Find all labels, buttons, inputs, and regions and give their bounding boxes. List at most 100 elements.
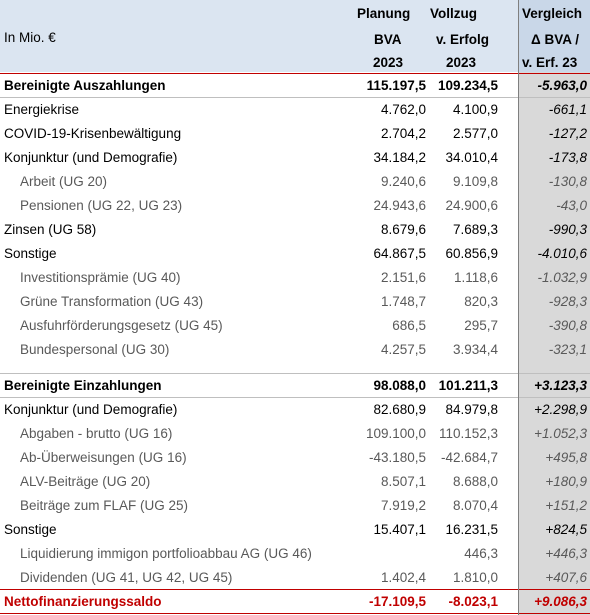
vollzug-value: 9.109,8 [452,174,498,189]
comparison-divider [518,0,519,615]
row-label: Konjunktur (und Demografie) [4,402,178,417]
delta-value: +9.086,3 [534,594,587,609]
row-label: Zinsen (UG 58) [4,222,97,237]
row-label: Sonstige [4,246,57,261]
vollzug-value: 24.900,6 [445,198,498,213]
vollzug-value: 84.979,8 [445,402,498,417]
table-row: Pensionen (UG 22, UG 23) 24.943,6 24.900,6… [0,194,590,218]
col1-header-line2: BVA [374,32,402,47]
delta-value: +495,8 [545,450,587,465]
section-rule [0,397,590,398]
vollzug-value: 3.934,4 [452,342,498,357]
delta-value: +446,3 [545,546,587,561]
total-rule-top [0,589,590,590]
delta-value: +824,5 [545,522,587,537]
table-row: Konjunktur (und Demografie) 34.184,2 34.01… [0,146,590,170]
table-row: Ab-Überweisungen (UG 16) -43.180,5 -42.684… [0,446,590,470]
section-gap-top [0,373,590,374]
delta-value: -127,2 [548,126,587,141]
vollzug-value: 1.810,0 [452,570,498,585]
table-row: COVID-19-Krisenbewältigung 2.704,2 2.577,0… [0,122,590,146]
delta-value: -5.963,0 [537,78,587,93]
bva-value: 2.151,6 [380,270,426,285]
delta-value: -928,3 [548,294,587,309]
row-label: Liquidierung immigon portfolioabbau AG (… [20,546,312,561]
vollzug-value: -42.684,7 [440,450,498,465]
bva-value: -17.109,5 [368,594,426,609]
bva-value: -43.180,5 [368,450,426,465]
header-rule [0,73,590,74]
table-row: Zinsen (UG 58) 8.679,6 7.689,3 -990,3 [0,218,590,242]
table-row: Bereinigte Auszahlungen 115.197,5 109.234,… [0,74,590,98]
bva-value: 686,5 [392,318,426,333]
table-row: Arbeit (UG 20) 9.240,6 9.109,8 -130,8 [0,170,590,194]
delta-value: +3.123,3 [534,378,587,393]
delta-value: -390,8 [548,318,587,333]
bva-value: 1.402,4 [380,570,426,585]
row-label: COVID-19-Krisenbewältigung [4,126,182,141]
vollzug-value: 295,7 [464,318,498,333]
table-row: Dividenden (UG 41, UG 42, UG 45) 1.402,4 1… [0,566,590,590]
row-label: Ab-Überweisungen (UG 16) [20,450,187,465]
col3-header-line2: Δ BVA / [531,32,579,47]
vollzug-value: 60.856,9 [445,246,498,261]
table-row: Ausfuhrförderungsgesetz (UG 45) 686,5 295,… [0,314,590,338]
row-label: Sonstige [4,522,57,537]
col3-header-line3: v. Erf. 23 [522,55,578,70]
vollzug-value: 4.100,9 [452,102,498,117]
comparison-column-bg [518,72,590,615]
delta-value: -43,0 [556,198,587,213]
bva-value: 1.748,7 [380,294,426,309]
vollzug-value: 446,3 [464,546,498,561]
row-label: Bereinigte Einzahlungen [4,378,162,393]
bva-value: 8.679,6 [380,222,426,237]
bva-value: 82.680,9 [373,402,426,417]
row-label: Bundespersonal (UG 30) [20,342,170,357]
bva-value: 15.407,1 [373,522,426,537]
comparison-header-bg [518,0,590,72]
col1-header-line3: 2023 [373,55,404,70]
total-rule-bottom [0,613,590,614]
bva-value: 115.197,5 [366,78,426,93]
delta-value: +180,9 [545,474,587,489]
bva-value: 2.704,2 [380,126,426,141]
bva-value: 34.184,2 [373,150,426,165]
table-row: Investitionsprämie (UG 40) 2.151,6 1.118,6… [0,266,590,290]
row-label: Ausfuhrförderungsgesetz (UG 45) [20,318,223,333]
bva-value: 7.919,2 [380,498,426,513]
delta-value: -173,8 [548,150,587,165]
vollzug-value: -8.023,1 [448,594,498,609]
row-label: Konjunktur (und Demografie) [4,150,178,165]
table-row: Abgaben - brutto (UG 16) 109.100,0 110.152… [0,422,590,446]
table-row: Bereinigte Einzahlungen 98.088,0 101.211,3… [0,374,590,398]
table-row: Liquidierung immigon portfolioabbau AG (… [0,542,590,566]
vollzug-value: 16.231,5 [445,522,498,537]
vollzug-value: 820,3 [464,294,498,309]
vollzug-value: 1.118,6 [453,270,498,285]
vollzug-value: 34.010,4 [445,150,498,165]
vollzug-value: 101.211,3 [438,378,498,393]
delta-value: +407,6 [545,570,587,585]
table-row: Beiträge zum FLAF (UG 25) 7.919,2 8.070,4 +… [0,494,590,518]
col2-header-line3: 2023 [446,55,477,70]
col1-header-line1: Planung [357,6,411,21]
table-row: Nettofinanzierungssaldo -17.109,5 -8.023,1… [0,590,590,614]
row-label: Arbeit (UG 20) [20,174,108,189]
table-row: Bundespersonal (UG 30) 4.257,5 3.934,4 -323… [0,338,590,362]
row-label: Beiträge zum FLAF (UG 25) [20,498,189,513]
delta-value: -990,3 [548,222,587,237]
vollzug-value: 8.070,4 [452,498,498,513]
vollzug-value: 8.688,0 [452,474,498,489]
vollzug-value: 110.152,3 [438,426,498,441]
delta-value: -130,8 [548,174,587,189]
col2-header-line2: v. Erfolg [436,32,490,47]
delta-value: +2.298,9 [534,402,587,417]
row-label: Dividenden (UG 41, UG 42, UG 45) [20,570,233,585]
table-row: Sonstige 15.407,1 16.231,5 +824,5 [0,518,590,542]
table-row: Energiekrise 4.762,0 4.100,9 -661,1 [0,98,590,122]
table-row: Sonstige 64.867,5 60.856,9 -4.010,6 [0,242,590,266]
vollzug-value: 7.689,3 [452,222,498,237]
vollzug-value: 109.234,5 [437,78,498,93]
bva-value: 24.943,6 [373,198,426,213]
